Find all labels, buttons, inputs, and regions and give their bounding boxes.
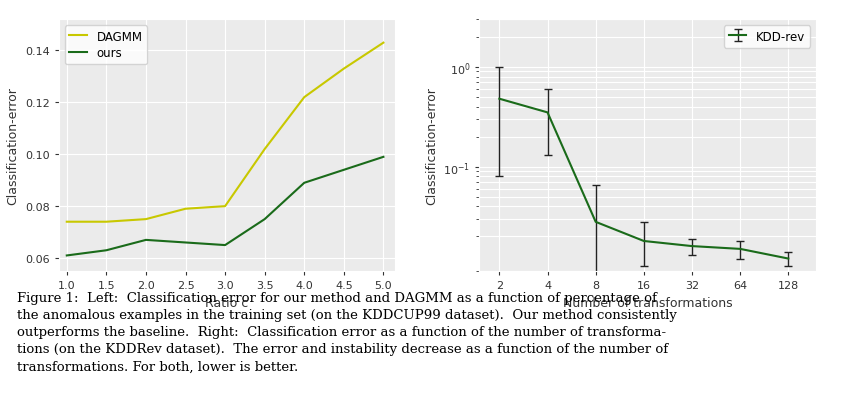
DAGMM [101,220,111,225]
DAGMM [299,96,309,100]
Y-axis label: Classification-error: Classification-error [7,87,19,205]
DAGMM [141,217,151,222]
DAGMM [181,207,191,212]
DAGMM [339,67,349,72]
Line: ours: ours [66,158,383,256]
DAGMM [260,147,270,152]
Text: Figure 1:  Left:  Classification error for our method and DAGMM as a function of: Figure 1: Left: Classification error for… [17,292,677,373]
ours [101,248,111,253]
Legend: DAGMM, ours: DAGMM, ours [65,26,147,65]
ours [141,238,151,243]
ours [181,241,191,245]
X-axis label: Number of transformations: Number of transformations [563,296,733,309]
ours [378,155,389,160]
Line: DAGMM: DAGMM [66,44,383,222]
ours [220,243,230,248]
ours [339,168,349,173]
ours [61,254,71,258]
ours [299,181,309,186]
DAGMM [378,41,389,46]
Legend: KDD-rev: KDD-rev [724,26,810,49]
ours [260,217,270,222]
DAGMM [220,204,230,209]
DAGMM [61,220,71,225]
X-axis label: Ratio c: Ratio c [205,296,249,309]
Y-axis label: Classification-error: Classification-error [425,87,438,205]
